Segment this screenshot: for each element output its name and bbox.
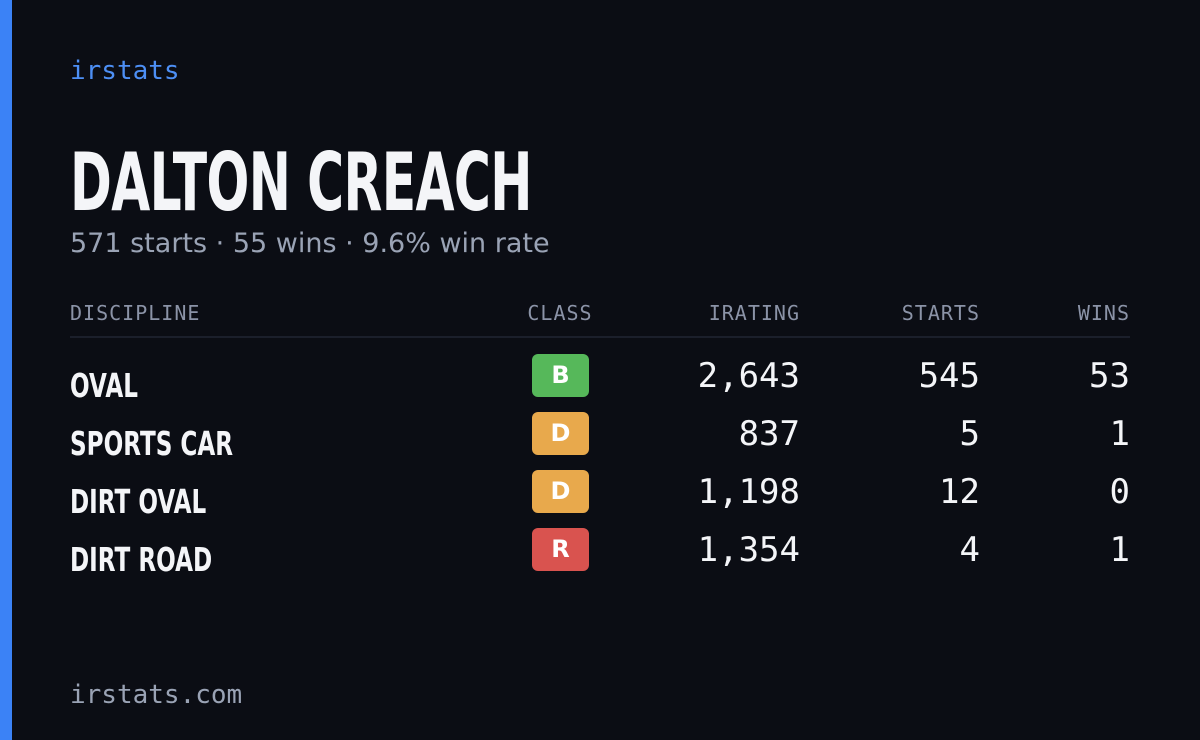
discipline: OVAL bbox=[70, 366, 138, 405]
starts: 545 bbox=[918, 356, 980, 396]
wins: 0 bbox=[1109, 472, 1130, 512]
driver-name: DALTON CREACH bbox=[70, 136, 532, 229]
column-header: STARTS bbox=[901, 301, 980, 325]
footer: irstats.com bbox=[70, 680, 243, 710]
wins: 1 bbox=[1109, 414, 1130, 454]
class-badge: R bbox=[532, 528, 589, 571]
starts: 5 bbox=[959, 414, 980, 454]
brand: irstats bbox=[70, 56, 180, 86]
discipline: DIRT OVAL bbox=[70, 482, 207, 521]
class-badge: D bbox=[532, 412, 589, 455]
wins: 53 bbox=[1089, 356, 1130, 396]
discipline: DIRT ROAD bbox=[70, 540, 213, 579]
column-header: IRATING bbox=[708, 301, 800, 325]
accent-bar bbox=[0, 0, 12, 740]
class-badge: B bbox=[532, 354, 589, 397]
driver-summary: 571 starts · 55 wins · 9.6% win rate bbox=[70, 228, 550, 259]
header-rule bbox=[70, 336, 1130, 338]
starts: 12 bbox=[939, 472, 980, 512]
irating: 2,643 bbox=[697, 356, 800, 396]
irating: 837 bbox=[738, 414, 800, 454]
wins: 1 bbox=[1109, 530, 1130, 570]
discipline: SPORTS CAR bbox=[70, 424, 234, 463]
column-header: WINS bbox=[1077, 301, 1130, 325]
class-badge: D bbox=[532, 470, 589, 513]
irating: 1,198 bbox=[697, 472, 800, 512]
column-header: CLASS bbox=[527, 301, 593, 325]
starts: 4 bbox=[959, 530, 980, 570]
irating: 1,354 bbox=[697, 530, 800, 570]
column-header: DISCIPLINE bbox=[70, 301, 201, 325]
